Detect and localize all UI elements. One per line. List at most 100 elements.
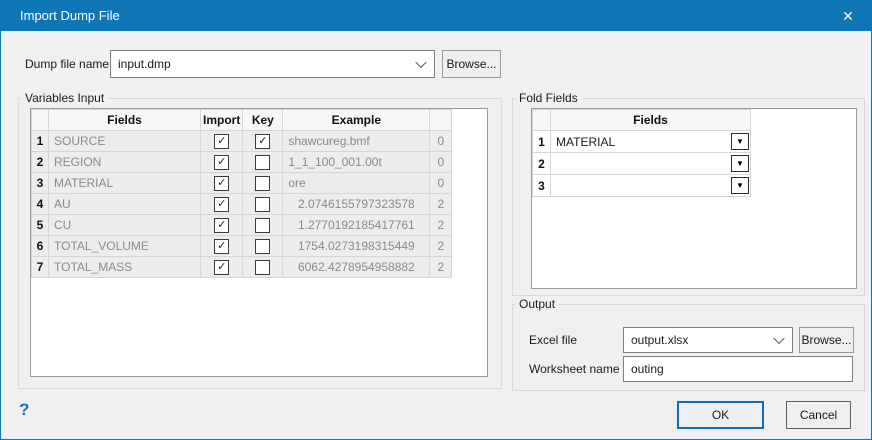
fold-fields-group: Fold Fields Fields 1 MATERIAL ▼ (512, 91, 865, 296)
decimals-cell: 2 (429, 214, 453, 236)
decimals-cell: 0 (429, 172, 453, 194)
variables-header-row: Fields Import Key Example (31, 109, 453, 131)
decimals-cell: 2 (429, 235, 453, 257)
row-number: 1 (31, 130, 49, 152)
table-row: 3 MATERIAL ore 0 (31, 172, 453, 194)
cancel-button[interactable]: Cancel (786, 401, 851, 429)
chevron-down-icon: ▼ (736, 180, 744, 190)
decimals-cell: 0 (429, 130, 453, 152)
field-name-cell: TOTAL_MASS (48, 256, 201, 278)
row-number: 7 (31, 256, 49, 278)
key-checkbox[interactable] (255, 175, 271, 191)
fold-field-dropdown-button[interactable]: ▼ (731, 155, 749, 172)
title-bar: Import Dump File ✕ (1, 1, 871, 31)
decimals-cell: 0 (429, 151, 453, 173)
field-name-cell: MATERIAL (48, 172, 201, 194)
field-name-cell: REGION (48, 151, 201, 173)
row-number: 5 (31, 214, 49, 236)
key-column-header: Key (242, 109, 284, 131)
browse-dump-file-label: Browse... (446, 57, 497, 71)
cancel-button-label: Cancel (799, 408, 838, 422)
variables-input-table: Fields Import Key Example 1 SOURCE shawc… (30, 108, 488, 377)
import-column-header: Import (199, 109, 244, 131)
table-row: 1 MATERIAL ▼ (532, 130, 751, 153)
table-row: 2 REGION 1_1_100_001.00t 0 (31, 151, 453, 173)
chevron-down-icon: ▼ (736, 158, 744, 168)
close-icon: ✕ (842, 8, 854, 24)
decimals-column-header (429, 109, 453, 131)
example-cell: 1_1_100_001.00t (282, 151, 431, 173)
table-row: 3 ▼ (532, 174, 751, 197)
decimals-cell: 2 (429, 193, 453, 215)
help-button[interactable]: ? (19, 400, 29, 420)
import-checkbox[interactable] (214, 175, 230, 191)
fold-field-dropdown-button[interactable]: ▼ (731, 133, 749, 150)
variables-input-group: Variables Input Fields Import Key Exampl… (18, 91, 502, 389)
dump-file-name-combobox[interactable]: input.dmp (110, 50, 435, 78)
fold-fields-table: Fields 1 MATERIAL ▼ 2 ▼ (531, 108, 857, 289)
corner-header-cell (532, 109, 551, 131)
field-name-cell: TOTAL_VOLUME (48, 235, 201, 257)
help-icon: ? (19, 400, 30, 419)
row-number: 3 (532, 174, 551, 197)
close-button[interactable]: ✕ (831, 1, 865, 31)
table-row: 7 TOTAL_MASS 6062.4278954958882 2 (31, 256, 453, 278)
dialog-title: Import Dump File (20, 8, 120, 23)
dump-file-name-label: Dump file name (25, 57, 110, 71)
fold-field-combobox[interactable]: MATERIAL (556, 134, 616, 149)
key-checkbox[interactable] (255, 238, 271, 254)
row-number: 4 (31, 193, 49, 215)
example-cell: 6062.4278954958882 (282, 256, 431, 278)
ok-button-label: OK (711, 408, 730, 422)
variables-input-group-title: Variables Input (21, 91, 109, 105)
worksheet-name-label: Worksheet name (529, 362, 620, 376)
table-row: 5 CU 1.2770192185417761 2 (31, 214, 453, 236)
example-cell: 2.0746155797323578 (282, 193, 431, 215)
import-checkbox[interactable] (214, 217, 230, 233)
ok-button[interactable]: OK (677, 401, 764, 429)
worksheet-name-value: outing (631, 362, 664, 376)
fold-field-dropdown-button[interactable]: ▼ (731, 177, 749, 194)
row-number: 2 (532, 152, 551, 175)
key-checkbox[interactable] (255, 259, 271, 275)
example-cell: shawcureg.bmf (282, 130, 431, 152)
table-row: 4 AU 2.0746155797323578 2 (31, 193, 453, 215)
row-number: 1 (532, 130, 551, 153)
chevron-down-icon (773, 332, 785, 345)
chevron-down-icon (415, 56, 427, 69)
example-cell: 1754.0273198315449 (282, 235, 431, 257)
import-checkbox[interactable] (214, 238, 230, 254)
import-checkbox[interactable] (214, 196, 230, 212)
browse-excel-file-button[interactable]: Browse... (799, 327, 854, 353)
row-number: 3 (31, 172, 49, 194)
key-checkbox[interactable] (255, 196, 271, 212)
import-checkbox[interactable] (214, 154, 230, 170)
key-checkbox[interactable] (255, 217, 271, 233)
worksheet-name-input[interactable]: outing (623, 356, 853, 382)
import-checkbox[interactable] (214, 259, 230, 275)
table-row: 2 ▼ (532, 152, 751, 175)
fold-fields-header-row: Fields (532, 109, 751, 131)
key-checkbox[interactable] (255, 154, 271, 170)
browse-dump-file-button[interactable]: Browse... (442, 50, 501, 78)
decimals-cell: 2 (429, 256, 453, 278)
key-checkbox[interactable] (255, 133, 271, 149)
field-name-cell: SOURCE (48, 130, 201, 152)
table-row: 1 SOURCE shawcureg.bmf 0 (31, 130, 453, 152)
excel-file-combobox[interactable]: output.xlsx (623, 327, 793, 353)
output-group: Output Excel file output.xlsx Browse... … (512, 297, 865, 391)
corner-header-cell (31, 109, 49, 131)
browse-excel-file-label: Browse... (801, 333, 852, 347)
fields-column-header: Fields (550, 109, 751, 131)
example-column-header: Example (282, 109, 431, 131)
fold-fields-group-title: Fold Fields (515, 91, 582, 105)
row-number: 6 (31, 235, 49, 257)
table-row: 6 TOTAL_VOLUME 1754.0273198315449 2 (31, 235, 453, 257)
excel-file-label: Excel file (529, 333, 578, 347)
fields-column-header: Fields (48, 109, 201, 131)
row-number: 2 (31, 151, 49, 173)
import-checkbox[interactable] (214, 133, 230, 149)
field-name-cell: CU (48, 214, 201, 236)
output-group-title: Output (515, 297, 560, 311)
